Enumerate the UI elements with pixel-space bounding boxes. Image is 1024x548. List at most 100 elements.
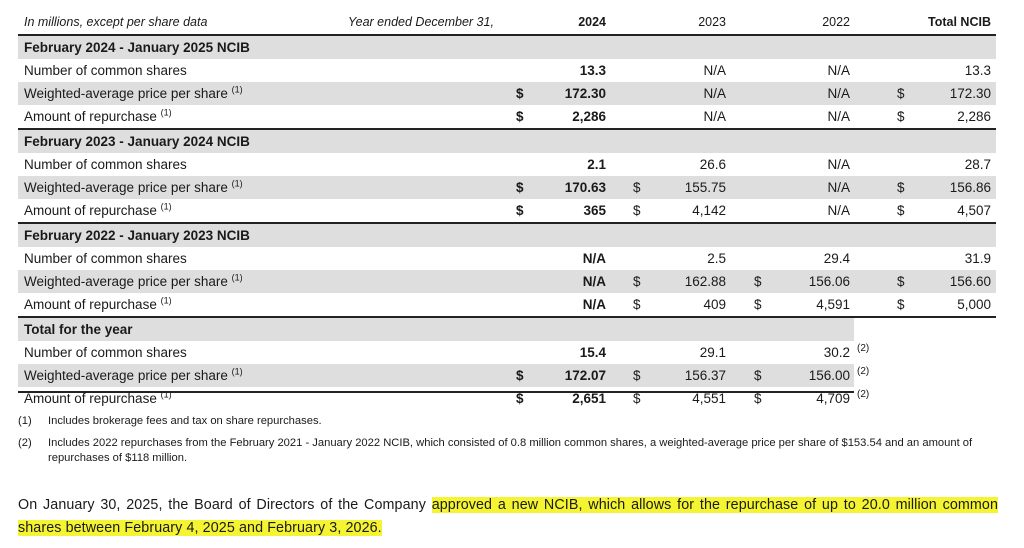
dollar-sign-2024: $	[516, 109, 524, 124]
value-total: 28.7	[964, 157, 991, 172]
dollar-sign-2024: $	[516, 203, 524, 218]
value-2022: N/A	[827, 63, 850, 78]
footnote-ref: (1)	[231, 366, 243, 377]
table-row: Weighted-average price per share (1) $172…	[18, 82, 996, 105]
value-total: 172.30	[949, 86, 991, 101]
dollar-sign-2022: $	[754, 368, 762, 383]
value-2023: 2.5	[707, 251, 726, 266]
section-title: February 2024 - January 2025 NCIB	[24, 40, 250, 55]
footnote-1: (1) Includes brokerage fees and tax on s…	[18, 414, 1008, 429]
value-2022: 156.00	[808, 368, 850, 383]
section-title-row: February 2022 - January 2023 NCIB	[18, 224, 996, 247]
value-2023: 155.75	[684, 180, 726, 195]
footnote-ref: (2)	[857, 389, 870, 400]
value-2024: N/A	[582, 274, 606, 289]
value-total: 5,000	[957, 297, 991, 312]
table-row: Amount of repurchase (1) $2,286 N/A N/A $2,2…	[18, 105, 996, 130]
value-2024: 365	[583, 203, 606, 218]
value-2023: 156.37	[684, 368, 726, 383]
value-2023: N/A	[703, 86, 726, 101]
footnote-text: Includes 2022 repurchases from the Febru…	[48, 437, 973, 464]
row-label-text: Number of common shares	[24, 345, 187, 360]
value-2022: N/A	[827, 180, 850, 195]
value-2022: N/A	[827, 157, 850, 172]
col-2024-header: 2024	[578, 15, 606, 29]
row-label: Number of common shares	[24, 153, 187, 176]
dollar-sign-total: $	[897, 203, 905, 218]
footnote-number: (2)	[18, 437, 32, 449]
value-2022: 30.2	[823, 345, 850, 360]
value-total: 156.60	[949, 274, 991, 289]
year-note: Year ended December 31,	[348, 15, 494, 29]
row-label-text: Weighted-average price per share	[24, 180, 228, 195]
value-2022: 4,709	[816, 391, 850, 406]
table-header: In millions, except per share data Year …	[18, 11, 996, 36]
footnote-ref: (1)	[160, 389, 172, 400]
row-label: Amount of repurchase (1)	[24, 293, 172, 316]
section-title-row: February 2023 - January 2024 NCIB	[18, 130, 996, 153]
value-total: 2,286	[957, 109, 991, 124]
row-label: Amount of repurchase (1)	[24, 105, 172, 128]
value-2023: 409	[703, 297, 726, 312]
dollar-sign-2024: $	[516, 368, 524, 383]
value-2024: 170.63	[564, 180, 606, 195]
dollar-sign-total: $	[897, 274, 905, 289]
units-note: In millions, except per share data	[24, 15, 208, 29]
row-label: Weighted-average price per share (1)	[24, 176, 243, 199]
dollar-sign-2023: $	[633, 297, 641, 312]
row-label: Weighted-average price per share (1)	[24, 270, 243, 293]
dollar-sign-2024: $	[516, 86, 524, 101]
dollar-sign-2023: $	[633, 391, 641, 406]
value-2022: 29.4	[823, 251, 850, 266]
value-total: 4,507	[957, 203, 991, 218]
value-2024: 15.4	[579, 345, 606, 360]
row-label-text: Amount of repurchase	[24, 203, 157, 218]
row-label-text: Amount of repurchase	[24, 391, 157, 406]
footnotes: (1) Includes brokerage fees and tax on s…	[18, 414, 1008, 473]
value-2023: 4,551	[692, 391, 726, 406]
footnote-2: (2) Includes 2022 repurchases from the F…	[18, 436, 1008, 466]
value-total: 156.86	[949, 180, 991, 195]
footnote-ref: (1)	[160, 201, 172, 212]
value-total: 31.9	[964, 251, 991, 266]
table-row: Weighted-average price per share (1) $170…	[18, 176, 996, 199]
dollar-sign-2023: $	[633, 368, 641, 383]
total-title: Total for the year	[24, 322, 133, 337]
row-label: Number of common shares	[24, 341, 187, 364]
footnote-ref: (1)	[160, 107, 172, 118]
row-label: Amount of repurchase (1)	[24, 387, 172, 410]
value-2023: 4,142	[692, 203, 726, 218]
col-2022-header: 2022	[822, 15, 850, 29]
table-row: Weighted-average price per share (1) N/A $…	[18, 270, 996, 293]
value-2023: N/A	[703, 63, 726, 78]
table-row: Number of common shares N/A 2.5 29.4 31.9	[18, 247, 996, 270]
footnote-text: Includes brokerage fees and tax on share…	[48, 415, 322, 427]
value-2022: 4,591	[816, 297, 850, 312]
value-2024: 2,651	[572, 391, 606, 406]
row-label-text: Amount of repurchase	[24, 297, 157, 312]
row-label-text: Number of common shares	[24, 251, 187, 266]
row-label-text: Number of common shares	[24, 63, 187, 78]
dollar-sign-2023: $	[633, 274, 641, 289]
row-label: Weighted-average price per share (1)	[24, 364, 243, 387]
value-2024: 2,286	[572, 109, 606, 124]
board-approval-paragraph: On January 30, 2025, the Board of Direct…	[18, 494, 998, 540]
row-label-text: Amount of repurchase	[24, 109, 157, 124]
table-row: Number of common shares 2.1 26.6 N/A 28.7	[18, 153, 996, 176]
table-row: Number of common shares 15.4 29.1 30.2 (2)	[18, 341, 996, 364]
row-label-text: Number of common shares	[24, 157, 187, 172]
row-label: Weighted-average price per share (1)	[24, 82, 243, 105]
footnote-ref: (1)	[231, 272, 243, 283]
value-2024: N/A	[582, 251, 606, 266]
footnote-ref: (1)	[160, 295, 172, 306]
dollar-sign-2022: $	[754, 274, 762, 289]
section-title-row: February 2024 - January 2025 NCIB	[18, 36, 996, 59]
dollar-sign-2024: $	[516, 180, 524, 195]
value-2022: N/A	[827, 86, 850, 101]
row-label: Amount of repurchase (1)	[24, 199, 172, 222]
value-2023: 162.88	[684, 274, 726, 289]
section-title: February 2023 - January 2024 NCIB	[24, 134, 250, 149]
dollar-sign-2024: $	[516, 391, 524, 406]
section-title: February 2022 - January 2023 NCIB	[24, 228, 250, 243]
col-2023-header: 2023	[698, 15, 726, 29]
